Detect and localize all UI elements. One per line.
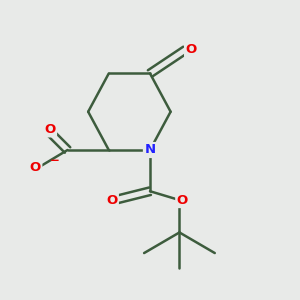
- Text: O: O: [177, 194, 188, 207]
- Text: O: O: [186, 44, 197, 56]
- Text: O: O: [44, 123, 56, 136]
- Text: O: O: [29, 161, 41, 174]
- Text: N: N: [144, 143, 156, 157]
- Text: −: −: [50, 154, 59, 167]
- Text: O: O: [106, 194, 117, 207]
